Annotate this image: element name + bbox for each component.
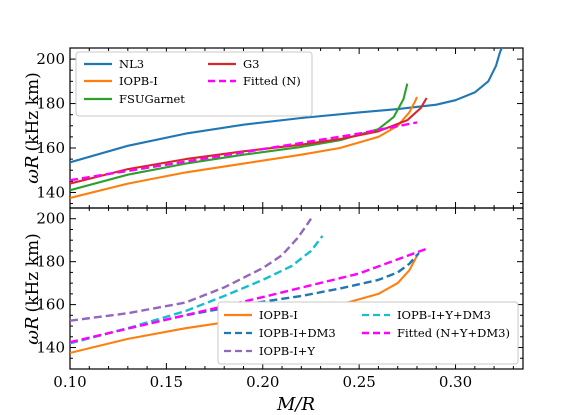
x-tick-label: 0.15 [150, 373, 183, 391]
top-series-nl3 [70, 48, 503, 164]
svg-text:ωR(kHz km): ωR (kHz km) [22, 233, 43, 344]
top-panel-series [70, 48, 503, 200]
bottom-y-axis-label-unit: (kHz km) [23, 233, 43, 312]
y-tick-label: 160 [36, 296, 65, 314]
top-series-iopb-i [70, 96, 418, 200]
top-y-axis-label-unit: (kHz km) [23, 72, 43, 151]
svg-text:ωR(kHz km): ωR (kHz km) [22, 72, 43, 183]
x-tick-label: 0.25 [342, 373, 375, 391]
legend-label-nl3: NL3 [119, 57, 144, 71]
top-y-axis-label: ωR (kHz km) [22, 72, 43, 183]
legend-label-b-iopb-i: IOPB-I [259, 308, 298, 322]
top-series-fsugarnet [70, 83, 409, 192]
y-tick-label: 180 [36, 253, 65, 271]
bottom-legend: IOPB-I IOPB-I+DM3 IOPB-I+Y IOPB-I+Y+DM3 … [217, 301, 519, 365]
legend-label-b-fitted: Fitted (N+Y+DM3) [397, 326, 510, 340]
legend-label-g3: G3 [243, 57, 260, 71]
legend-label-b-iopb-i-dm3: IOPB-I+DM3 [259, 326, 336, 340]
bottom-y-axis-label-math: ωR [22, 316, 43, 344]
x-tick-label: 0.30 [439, 373, 472, 391]
bottom-series-iopb-i-y [70, 218, 312, 322]
bottom-series-iopb-i-y-dm3 [70, 235, 324, 345]
legend-label-iopb-i: IOPB-I [119, 74, 158, 88]
top-panel-ticks: 140 160 180 200 [36, 47, 523, 208]
legend-label-fsugarnet: FSUGarnet [119, 92, 185, 106]
legend-label-b-iopb-i-y: IOPB-I+Y [259, 344, 315, 358]
top-y-axis-label-math: ωR [22, 155, 43, 183]
bottom-panel-series [70, 218, 428, 354]
y-tick-label: 140 [36, 183, 65, 201]
x-axis-label: M/R [276, 394, 315, 415]
top-legend: NL3 IOPB-I FSUGarnet G3 Fitted (N) [75, 51, 313, 117]
x-tick-label: 0.20 [246, 373, 279, 391]
bottom-y-axis-label: ωR (kHz km) [22, 233, 43, 344]
y-tick-label: 180 [36, 95, 65, 113]
top-series-fitted-n [70, 121, 418, 182]
x-tick-label: 0.10 [53, 373, 86, 391]
bottom-series-fitted-n-y-dm3 [70, 247, 428, 344]
legend-label-b-iopb-i-y-dm3: IOPB-I+Y+DM3 [397, 308, 491, 322]
bottom-panel-frame [69, 207, 524, 370]
y-tick-label: 160 [36, 139, 65, 157]
y-tick-label: 200 [36, 50, 65, 68]
top-legend-box [75, 51, 313, 117]
y-tick-label: 140 [36, 339, 65, 357]
top-series-g3 [70, 97, 428, 185]
y-tick-label: 200 [36, 210, 65, 228]
bottom-panel-ticks: 0.10 0.15 0.20 0.25 0.30 140 160 180 200 [36, 207, 523, 391]
legend-label-fitted-n: Fitted (N) [243, 74, 301, 88]
